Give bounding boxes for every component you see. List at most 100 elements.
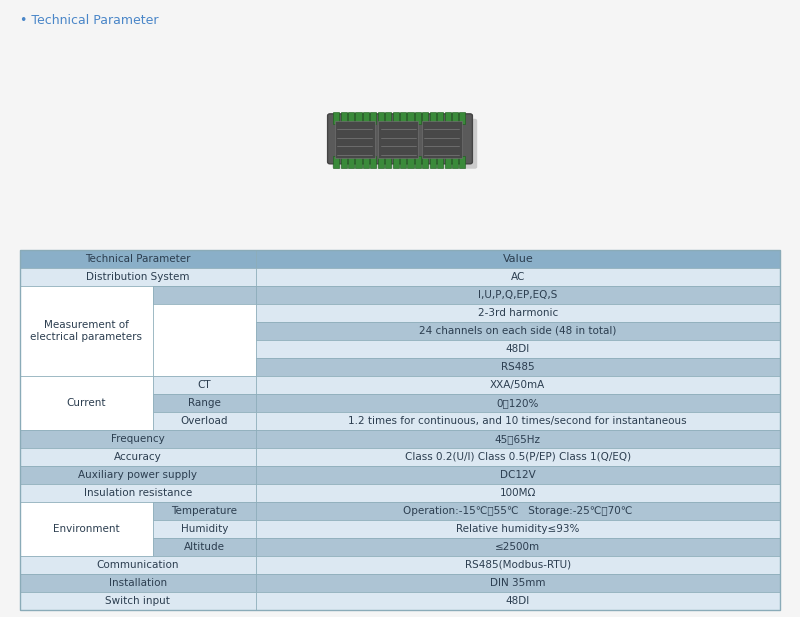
Text: DC12V: DC12V [500, 470, 536, 479]
FancyBboxPatch shape [328, 114, 472, 164]
Bar [256, 520, 780, 537]
Bar [153, 376, 256, 394]
Bar [153, 286, 256, 376]
Bar [153, 537, 256, 556]
Bar [459, 112, 466, 124]
FancyBboxPatch shape [378, 122, 418, 158]
Bar [415, 112, 421, 124]
Text: Altitude: Altitude [184, 542, 225, 552]
Bar [20, 250, 256, 268]
Text: Accuracy: Accuracy [114, 452, 162, 462]
Bar [407, 156, 414, 168]
Text: Switch input: Switch input [106, 595, 170, 606]
Bar [363, 156, 369, 168]
Bar [20, 286, 153, 376]
Bar [20, 448, 256, 466]
Bar [20, 268, 256, 286]
Bar [256, 484, 780, 502]
Text: Current: Current [66, 398, 106, 408]
Text: Relative humidity≤93%: Relative humidity≤93% [456, 524, 579, 534]
Bar [333, 112, 339, 124]
Text: Distribution System: Distribution System [86, 272, 190, 282]
Bar [256, 358, 780, 376]
Bar [415, 156, 421, 168]
Bar [20, 376, 153, 429]
Text: CT: CT [198, 380, 211, 390]
Bar [256, 394, 780, 412]
Bar [422, 112, 428, 124]
Text: AC: AC [510, 272, 525, 282]
Text: Communication: Communication [97, 560, 179, 569]
Text: ≤2500m: ≤2500m [495, 542, 540, 552]
Text: 1.2 times for continuous, and 10 times/second for instantaneous: 1.2 times for continuous, and 10 times/s… [349, 416, 687, 426]
Bar [422, 156, 428, 168]
Text: Insulation resistance: Insulation resistance [84, 487, 192, 498]
Bar [430, 156, 436, 168]
Bar [437, 156, 443, 168]
Text: Operation:-15℃～55℃   Storage:-25℃～70℃: Operation:-15℃～55℃ Storage:-25℃～70℃ [403, 506, 633, 516]
Text: 48DI: 48DI [506, 595, 530, 606]
Bar [452, 112, 458, 124]
Text: Class 0.2(U/I) Class 0.5(P/EP) Class 1(Q/EQ): Class 0.2(U/I) Class 0.5(P/EP) Class 1(Q… [405, 452, 631, 462]
Bar [20, 484, 256, 502]
Bar [20, 466, 256, 484]
Bar [256, 286, 780, 304]
Bar [407, 112, 414, 124]
Bar [348, 112, 354, 124]
Bar [355, 112, 362, 124]
Bar [256, 502, 780, 520]
Text: Value: Value [502, 254, 533, 264]
Bar [385, 112, 391, 124]
Bar [256, 429, 780, 448]
Bar [348, 156, 354, 168]
Bar [153, 412, 256, 429]
Bar [20, 250, 780, 610]
Text: Installation: Installation [109, 578, 167, 587]
Bar [256, 556, 780, 574]
Bar [20, 574, 256, 592]
Bar [393, 112, 398, 124]
Bar [393, 156, 398, 168]
Bar [363, 112, 369, 124]
Text: Auxiliary power supply: Auxiliary power supply [78, 470, 198, 479]
Bar [333, 156, 339, 168]
Bar [378, 156, 384, 168]
Bar [370, 112, 376, 124]
Text: RS485(Modbus-RTU): RS485(Modbus-RTU) [465, 560, 571, 569]
Bar [378, 112, 384, 124]
Text: Range: Range [188, 398, 221, 408]
Text: Overload: Overload [181, 416, 228, 426]
Text: 45～65Hz: 45～65Hz [494, 434, 541, 444]
Bar [437, 112, 443, 124]
Bar [153, 394, 256, 412]
Text: Technical Parameter: Technical Parameter [85, 254, 190, 264]
Bar [256, 466, 780, 484]
Text: Environment: Environment [53, 524, 120, 534]
Bar [256, 376, 780, 394]
Bar [256, 340, 780, 358]
FancyBboxPatch shape [335, 122, 374, 158]
Bar [400, 156, 406, 168]
Bar [256, 537, 780, 556]
Bar [370, 156, 376, 168]
Bar [400, 112, 406, 124]
Bar [153, 286, 256, 304]
Bar [256, 304, 780, 322]
Text: • Technical Parameter: • Technical Parameter [20, 14, 158, 27]
Bar [385, 156, 391, 168]
FancyBboxPatch shape [333, 119, 477, 169]
Bar [256, 322, 780, 340]
Bar [341, 112, 346, 124]
Bar [256, 574, 780, 592]
Text: Temperature: Temperature [171, 506, 238, 516]
Bar [20, 502, 153, 556]
Bar [445, 156, 450, 168]
Text: 2-3rd harmonic: 2-3rd harmonic [478, 308, 558, 318]
Bar [445, 112, 450, 124]
Bar [355, 156, 362, 168]
FancyBboxPatch shape [422, 122, 462, 158]
Bar [153, 520, 256, 537]
Bar [20, 592, 256, 610]
Bar [341, 156, 346, 168]
Text: XXA/50mA: XXA/50mA [490, 380, 546, 390]
